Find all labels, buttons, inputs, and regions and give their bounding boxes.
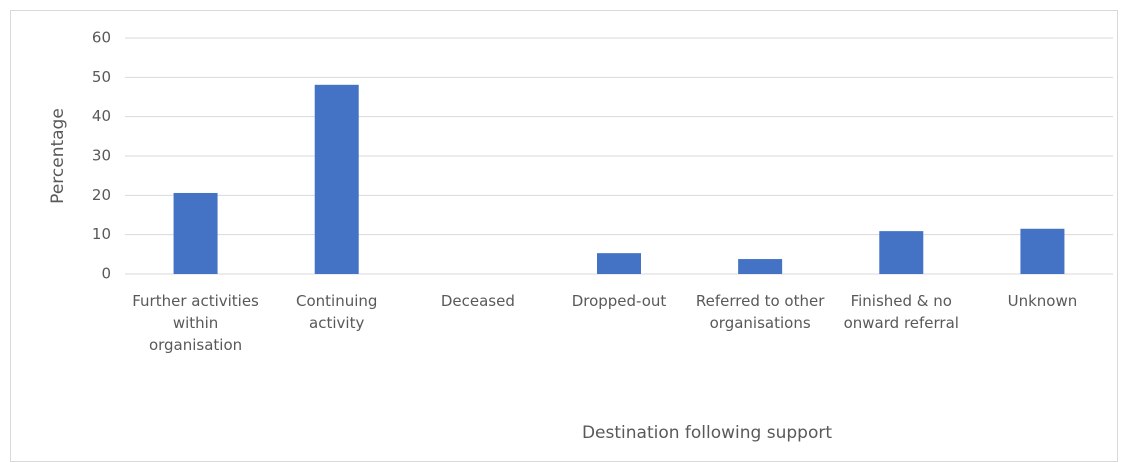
y-tick-label: 0 bbox=[101, 265, 111, 283]
y-tick-label: 60 bbox=[92, 29, 111, 47]
bar bbox=[879, 231, 924, 274]
y-tick-label: 30 bbox=[92, 147, 111, 165]
x-tick-label: Further activities within organisation bbox=[132, 292, 259, 354]
y-tick-label: 10 bbox=[92, 225, 111, 243]
x-tick-label: Referred to other organisations bbox=[695, 292, 825, 332]
x-tick-label: Finished & no onward referral bbox=[843, 292, 959, 332]
x-tick-label: Dropped-out bbox=[571, 292, 667, 310]
x-tick-label: Continuing activity bbox=[295, 292, 378, 332]
bar bbox=[1020, 228, 1065, 274]
x-tick-label: Deceased bbox=[440, 292, 515, 310]
chart-border bbox=[10, 10, 1118, 462]
y-tick-label: 20 bbox=[92, 186, 111, 204]
y-tick-label: 40 bbox=[92, 107, 111, 125]
bar bbox=[597, 253, 641, 274]
x-axis-title: Destination following support bbox=[582, 423, 832, 443]
y-tick-label: 50 bbox=[92, 68, 111, 86]
bar bbox=[173, 192, 218, 274]
bar bbox=[314, 84, 359, 274]
bar bbox=[738, 259, 783, 274]
x-tick-label: Unknown bbox=[1007, 292, 1078, 310]
y-axis-title: Percentage bbox=[48, 108, 68, 204]
